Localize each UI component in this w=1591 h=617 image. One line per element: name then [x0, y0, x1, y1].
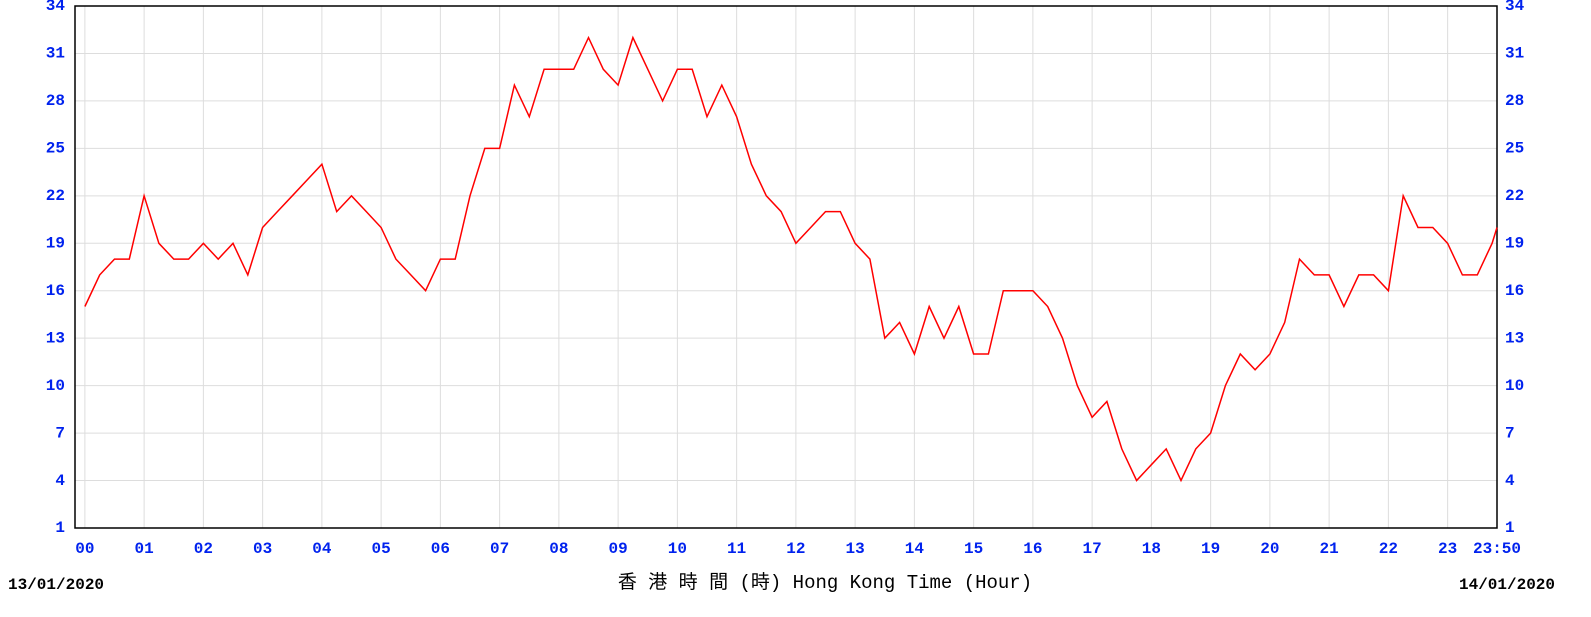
x-tick-label: 02: [194, 540, 213, 558]
plot-frame: [74, 5, 1498, 529]
x-tick-label: 05: [372, 540, 391, 558]
y-tick-label: 1: [55, 519, 65, 537]
x-tick-label: 09: [609, 540, 628, 558]
y-tick-label: 7: [55, 424, 65, 442]
y2-tick-label: 4: [1505, 472, 1515, 490]
y-tick-label: 10: [46, 377, 65, 395]
x-tick-label: 03: [253, 540, 272, 558]
x-tick-label: 23: [1438, 540, 1457, 558]
y2-tick-label: 19: [1505, 234, 1524, 252]
y2-tick-label: 28: [1505, 92, 1524, 110]
y-tick-label: 16: [46, 282, 65, 300]
x-tick-label: 11: [727, 540, 746, 558]
y-tick-label: 19: [46, 234, 65, 252]
x-tick-label: 12: [786, 540, 805, 558]
x-tick-label: 10: [668, 540, 687, 558]
x-tick-label: 22: [1379, 540, 1398, 558]
y-tick-label: 34: [46, 0, 66, 15]
y2-tick-label: 25: [1505, 140, 1524, 158]
x-tick-label: 15: [964, 540, 983, 558]
y-tick-label: 31: [46, 45, 65, 63]
y2-tick-label: 13: [1505, 329, 1524, 347]
y-tick-label: 4: [55, 472, 65, 490]
y-tick-label: 13: [46, 329, 65, 347]
y2-tick-label: 10: [1505, 377, 1524, 395]
x-tick-label: 16: [1023, 540, 1042, 558]
x-tick-label: 23:50: [1473, 540, 1521, 558]
y2-tick-label: 34: [1505, 0, 1525, 15]
x-tick-label: 14: [905, 540, 925, 558]
x-tick-label: 21: [1320, 540, 1339, 558]
y2-tick-label: 16: [1505, 282, 1524, 300]
y-tick-label: 22: [46, 187, 65, 205]
x-tick-label: 00: [75, 540, 94, 558]
x-tick-label: 20: [1260, 540, 1279, 558]
x-tick-label: 13: [846, 540, 865, 558]
x-tick-label: 07: [490, 540, 509, 558]
x-tick-label: 04: [312, 540, 332, 558]
y-tick-label: 28: [46, 92, 65, 110]
x-tick-label: 17: [1083, 540, 1102, 558]
x-tick-label: 08: [549, 540, 568, 558]
y2-tick-label: 1: [1505, 519, 1515, 537]
x-axis-label: 香 港 時 間 (時) Hong Kong Time (Hour): [618, 571, 1032, 594]
x-tick-label: 06: [431, 540, 450, 558]
x-tick-label: 18: [1142, 540, 1161, 558]
x-tick-label: 01: [135, 540, 154, 558]
y2-tick-label: 22: [1505, 187, 1524, 205]
y2-tick-label: 31: [1505, 45, 1524, 63]
start-date: 13/01/2020: [8, 576, 104, 594]
x-tick-label: 19: [1201, 540, 1220, 558]
y2-tick-label: 7: [1505, 424, 1515, 442]
y-tick-label: 25: [46, 140, 65, 158]
end-date: 14/01/2020: [1459, 576, 1555, 594]
data-line: [84, 35, 1498, 483]
